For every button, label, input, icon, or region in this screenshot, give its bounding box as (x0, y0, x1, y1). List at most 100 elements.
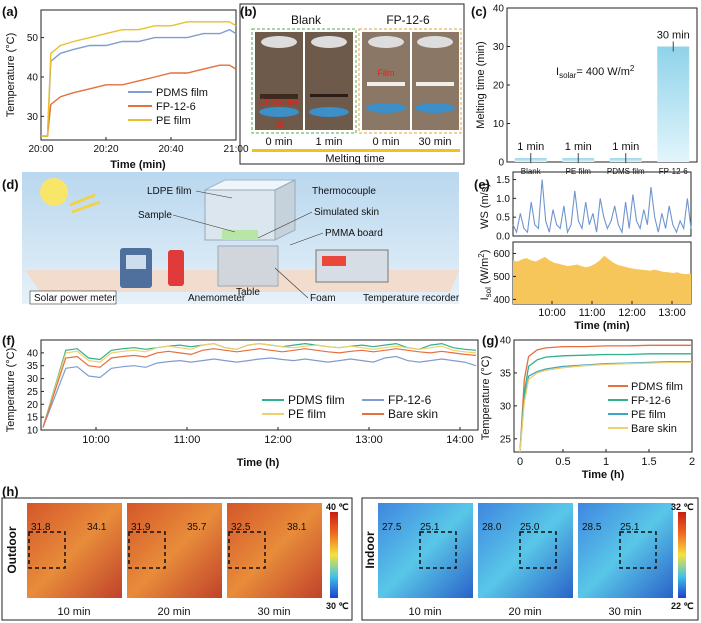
y-tick-label: 600 (493, 249, 510, 260)
y-tick-label: 1.0 (496, 194, 510, 205)
a-legend-label: PDMS film (156, 87, 208, 99)
thermal-right-temp: 25.1 (620, 522, 640, 533)
h-outdoor-max: 40 ℃ (326, 502, 349, 512)
x-tick-label: 10:00 (82, 434, 110, 446)
b-photo-3: Film (362, 32, 410, 130)
d-table-label: Table (236, 287, 260, 298)
c-bar-value-label: 1 min (612, 141, 639, 153)
x-tick-label: 14:00 (446, 434, 474, 446)
x-tick-label: 13:00 (658, 307, 686, 319)
y-tick-label: 40 (500, 336, 512, 347)
panel-h-label: (h) (2, 484, 19, 499)
f-plot-frame (40, 339, 479, 431)
b-axis-bar (252, 149, 460, 152)
d-pmma-label: PMMA board (325, 228, 383, 239)
d-simskin-label: Simulated skin (314, 207, 379, 218)
thermal-left-temp: 32.5 (231, 522, 251, 533)
panel-d-label: (d) (2, 177, 19, 192)
e-ws-frame (512, 171, 692, 237)
c-bar-value-label: 1 min (565, 141, 592, 153)
thermal-roi-box (228, 531, 266, 569)
thermal-left-temp: 31.9 (131, 522, 151, 533)
d-box-side (274, 179, 296, 241)
d-sample (222, 230, 258, 240)
a-series-line-fp-12-6 (41, 64, 237, 137)
thermal-image (127, 503, 222, 598)
h-outdoor-min: 30 ℃ (326, 601, 349, 611)
y-tick-label: 10 (27, 426, 39, 437)
y-tick-label: 10 (493, 119, 505, 130)
panel-e: (e) WS (m/s) 0.0 0.5 1.0 1.5 Isol (W/m2) 40… (474, 171, 692, 332)
y-tick-label: 30 (500, 401, 512, 412)
f-legend-label: FP-12-6 (388, 393, 432, 407)
y-tick-label: 1.5 (496, 175, 510, 186)
a-xticks: 20:00 20:20 20:40 21:00 (28, 137, 249, 155)
h-indoor-max: 32 ℃ (671, 502, 694, 512)
thermal-roi-box (619, 531, 657, 569)
e-ws-line (512, 179, 692, 235)
e-ws-ylabel: WS (m/s) (479, 183, 491, 229)
a-legend-label: PE film (156, 115, 191, 127)
f-legend: PDMS film FP-12-6 PE film Bare skin (262, 393, 438, 421)
y-tick-label: 40 (27, 348, 39, 359)
f-series-line (42, 348, 477, 428)
y-tick-label: 400 (493, 295, 510, 306)
panel-f: (f) Temperature (°C) 10 15 20 25 30 35 40 10:0… (2, 333, 479, 469)
e-isol-xticks: 10:00 11:00 12:00 13:00 (538, 301, 686, 319)
x-tick-label: 1 (603, 456, 609, 468)
x-tick-label: 0 (517, 456, 523, 468)
h-indoor-colorbar (678, 512, 686, 598)
g-legend-label: Bare skin (631, 423, 677, 435)
g-plot-frame (513, 339, 693, 453)
b-blank-box (251, 28, 357, 134)
thermal-left-temp: 27.5 (382, 522, 402, 533)
panel-b-label: (b) (240, 4, 257, 19)
thermal-right-temp: 25.0 (520, 522, 540, 533)
f-legend-label: PDMS film (288, 393, 345, 407)
c-bar-value-label: 1 min (517, 141, 544, 153)
c-ylabel: Melting time (min) (475, 41, 487, 128)
y-tick-label: 500 (493, 272, 510, 283)
h-outdoor-frame (1, 497, 353, 621)
panel-a-label: (a) (2, 4, 18, 19)
h-indoor-images: 27.5 25.1 10 min 28.0 25.0 20 min 28.5 25.1 30 m… (378, 503, 673, 618)
y-tick-label: 40 (27, 72, 39, 83)
b-time-0: 0 min (266, 136, 293, 148)
d-thermocouple-label: Thermocouple (312, 186, 376, 197)
g-series-line (519, 361, 692, 453)
thermal-image (378, 503, 473, 598)
panel-c: (c) Melting time (min) 0 10 20 30 40 1 minBl… (471, 4, 698, 176)
b-film-label: Film (378, 68, 395, 78)
thermal-right-temp: 25.1 (420, 522, 440, 533)
a-lines (41, 21, 237, 137)
thermal-time-label: 30 min (608, 606, 641, 618)
f-series-line (42, 342, 477, 428)
b-photo-2 (305, 32, 353, 130)
d-sample-label: Sample (138, 210, 172, 221)
b-fp-box (358, 28, 462, 134)
f-lines (42, 342, 477, 428)
e-ws-series-line (512, 179, 692, 235)
thermal-left-temp: 31.8 (31, 522, 51, 533)
thermal-time-label: 20 min (508, 606, 541, 618)
g-series-line (519, 353, 692, 453)
y-tick-label: 40 (493, 4, 505, 15)
panel-g-label: (g) (482, 333, 499, 348)
panel-e-label: (e) (474, 177, 490, 192)
b-time-1: 1 min (316, 136, 343, 148)
g-legend-label: PDMS film (631, 381, 683, 393)
f-series-line (42, 355, 477, 428)
a-xlabel: Time (min) (110, 159, 166, 171)
f-xlabel: Time (h) (237, 457, 280, 469)
x-tick-label: 20:40 (158, 144, 183, 155)
d-ldpe-label: LDPE film (147, 186, 191, 197)
sun-ray-icon (69, 193, 101, 214)
b-us-label: us (274, 119, 284, 129)
c-yticks: 0 10 20 30 40 (493, 4, 510, 169)
h-outdoor-images: 31.8 34.1 10 min 31.9 35.7 20 min 32.5 38.1 30 m… (27, 503, 322, 618)
x-tick-label: 13:00 (355, 434, 383, 446)
thermal-right-temp: 35.7 (187, 522, 207, 533)
